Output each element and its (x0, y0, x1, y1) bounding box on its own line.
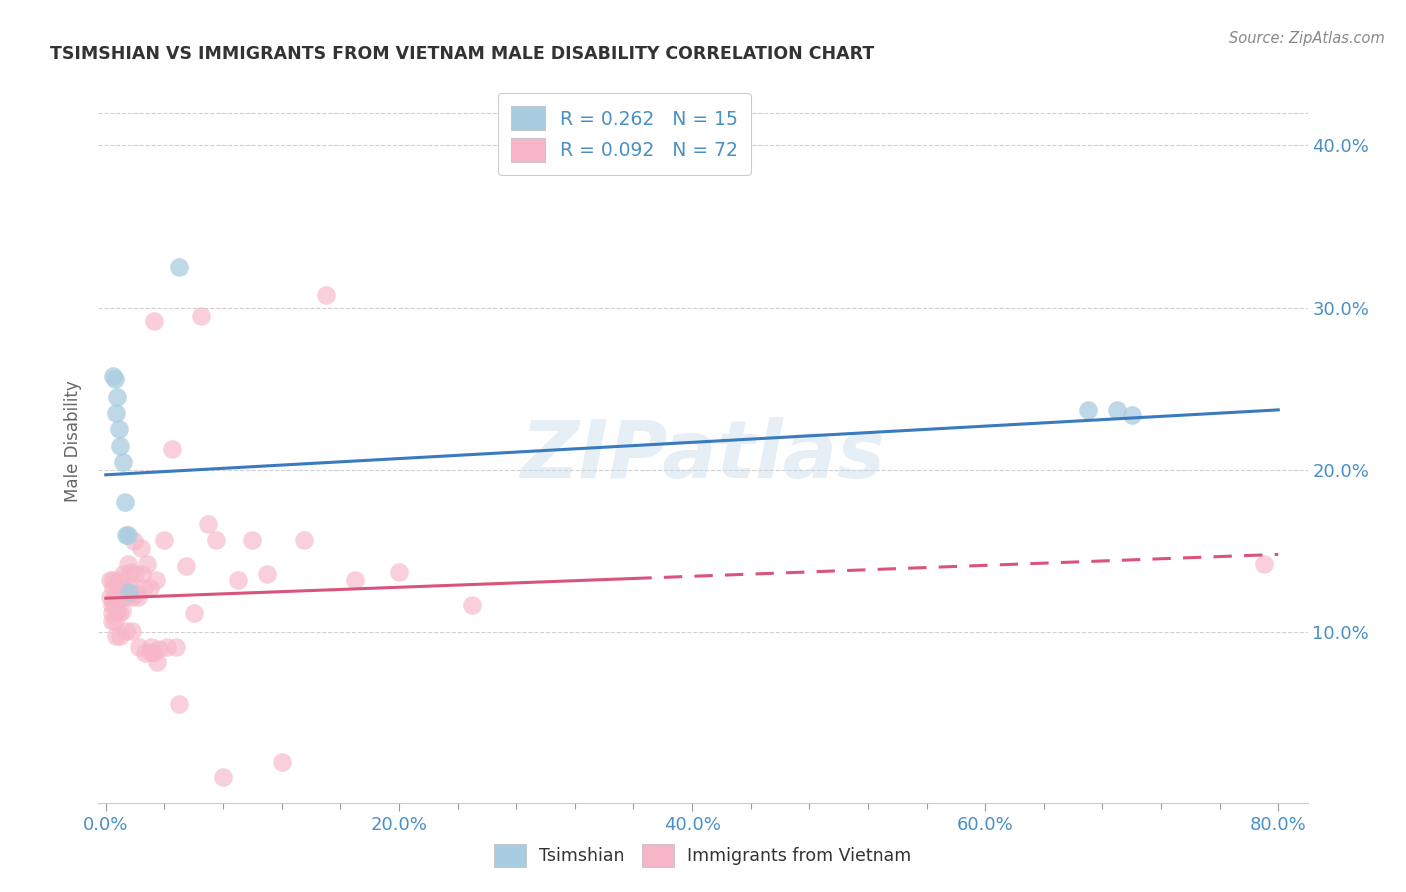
Point (103, 614, 125, 628)
Point (141, 640, 163, 654)
Point (107, 390, 129, 404)
Point (148, 641, 170, 656)
Point (103, 599, 125, 614)
Point (153, 533, 176, 547)
Point (98, 574, 121, 588)
Point (131, 566, 153, 581)
Point (117, 557, 139, 571)
Point (129, 541, 152, 555)
Point (190, 309, 212, 323)
Point (135, 557, 157, 571)
Point (105, 629, 128, 643)
Point (103, 590, 125, 604)
Point (107, 591, 129, 606)
Point (108, 606, 131, 620)
Point (101, 574, 124, 588)
Point (167, 260, 190, 274)
Point (127, 590, 149, 604)
Point (292, 533, 315, 547)
Point (226, 574, 249, 588)
Point (138, 645, 160, 659)
Point (315, 287, 337, 301)
Point (101, 368, 124, 383)
Point (128, 640, 150, 654)
Point (108, 422, 131, 436)
Point (117, 528, 139, 542)
Point (388, 566, 411, 580)
Point (204, 533, 226, 547)
Point (183, 606, 205, 620)
Point (110, 583, 132, 598)
Point (108, 590, 131, 604)
Point (256, 566, 278, 581)
Point (111, 604, 134, 618)
Point (100, 598, 122, 612)
Point (100, 606, 122, 620)
Point (101, 582, 124, 596)
Point (1105, 403, 1128, 417)
Point (142, 647, 165, 661)
Point (98, 590, 121, 604)
Point (105, 406, 128, 420)
Point (111, 590, 134, 604)
Point (100, 614, 122, 628)
Text: Source: ZipAtlas.com: Source: ZipAtlas.com (1229, 31, 1385, 46)
Point (101, 594, 124, 608)
Point (115, 528, 138, 542)
Point (112, 582, 135, 596)
Point (134, 647, 156, 661)
Point (138, 582, 160, 596)
Point (240, 533, 263, 547)
Point (118, 588, 141, 602)
Point (212, 770, 235, 784)
Point (143, 313, 166, 327)
Point (114, 590, 136, 604)
Point (160, 442, 183, 456)
Point (110, 574, 132, 588)
Point (125, 586, 148, 600)
Point (105, 594, 128, 608)
Point (121, 624, 143, 638)
Point (165, 640, 187, 654)
Point (132, 582, 155, 596)
Point (118, 584, 141, 599)
Point (107, 604, 129, 618)
Point (115, 624, 138, 638)
Point (110, 629, 132, 643)
Point (112, 455, 135, 469)
Point (114, 495, 136, 509)
Point (167, 697, 190, 711)
Point (110, 439, 132, 453)
Point (124, 566, 146, 581)
Point (112, 566, 135, 581)
Point (176, 558, 198, 573)
Point (103, 372, 125, 386)
Point (105, 574, 128, 589)
Point (121, 590, 143, 604)
Text: ZIPatlas: ZIPatlas (520, 417, 886, 495)
Point (118, 580, 141, 594)
Y-axis label: Male Disability: Male Disability (65, 381, 83, 502)
Point (122, 534, 145, 549)
Point (343, 574, 366, 588)
Point (270, 755, 292, 769)
Point (1077, 403, 1099, 417)
Point (156, 640, 179, 654)
Point (197, 516, 219, 531)
Point (145, 574, 167, 588)
Point (1253, 557, 1275, 571)
Point (146, 655, 169, 669)
Text: TSIMSHIAN VS IMMIGRANTS FROM VIETNAM MALE DISABILITY CORRELATION CHART: TSIMSHIAN VS IMMIGRANTS FROM VIETNAM MAL… (51, 45, 875, 63)
Point (1121, 408, 1143, 422)
Point (120, 566, 142, 580)
Point (461, 598, 484, 612)
Legend: Tsimshian, Immigrants from Vietnam: Tsimshian, Immigrants from Vietnam (488, 838, 918, 873)
